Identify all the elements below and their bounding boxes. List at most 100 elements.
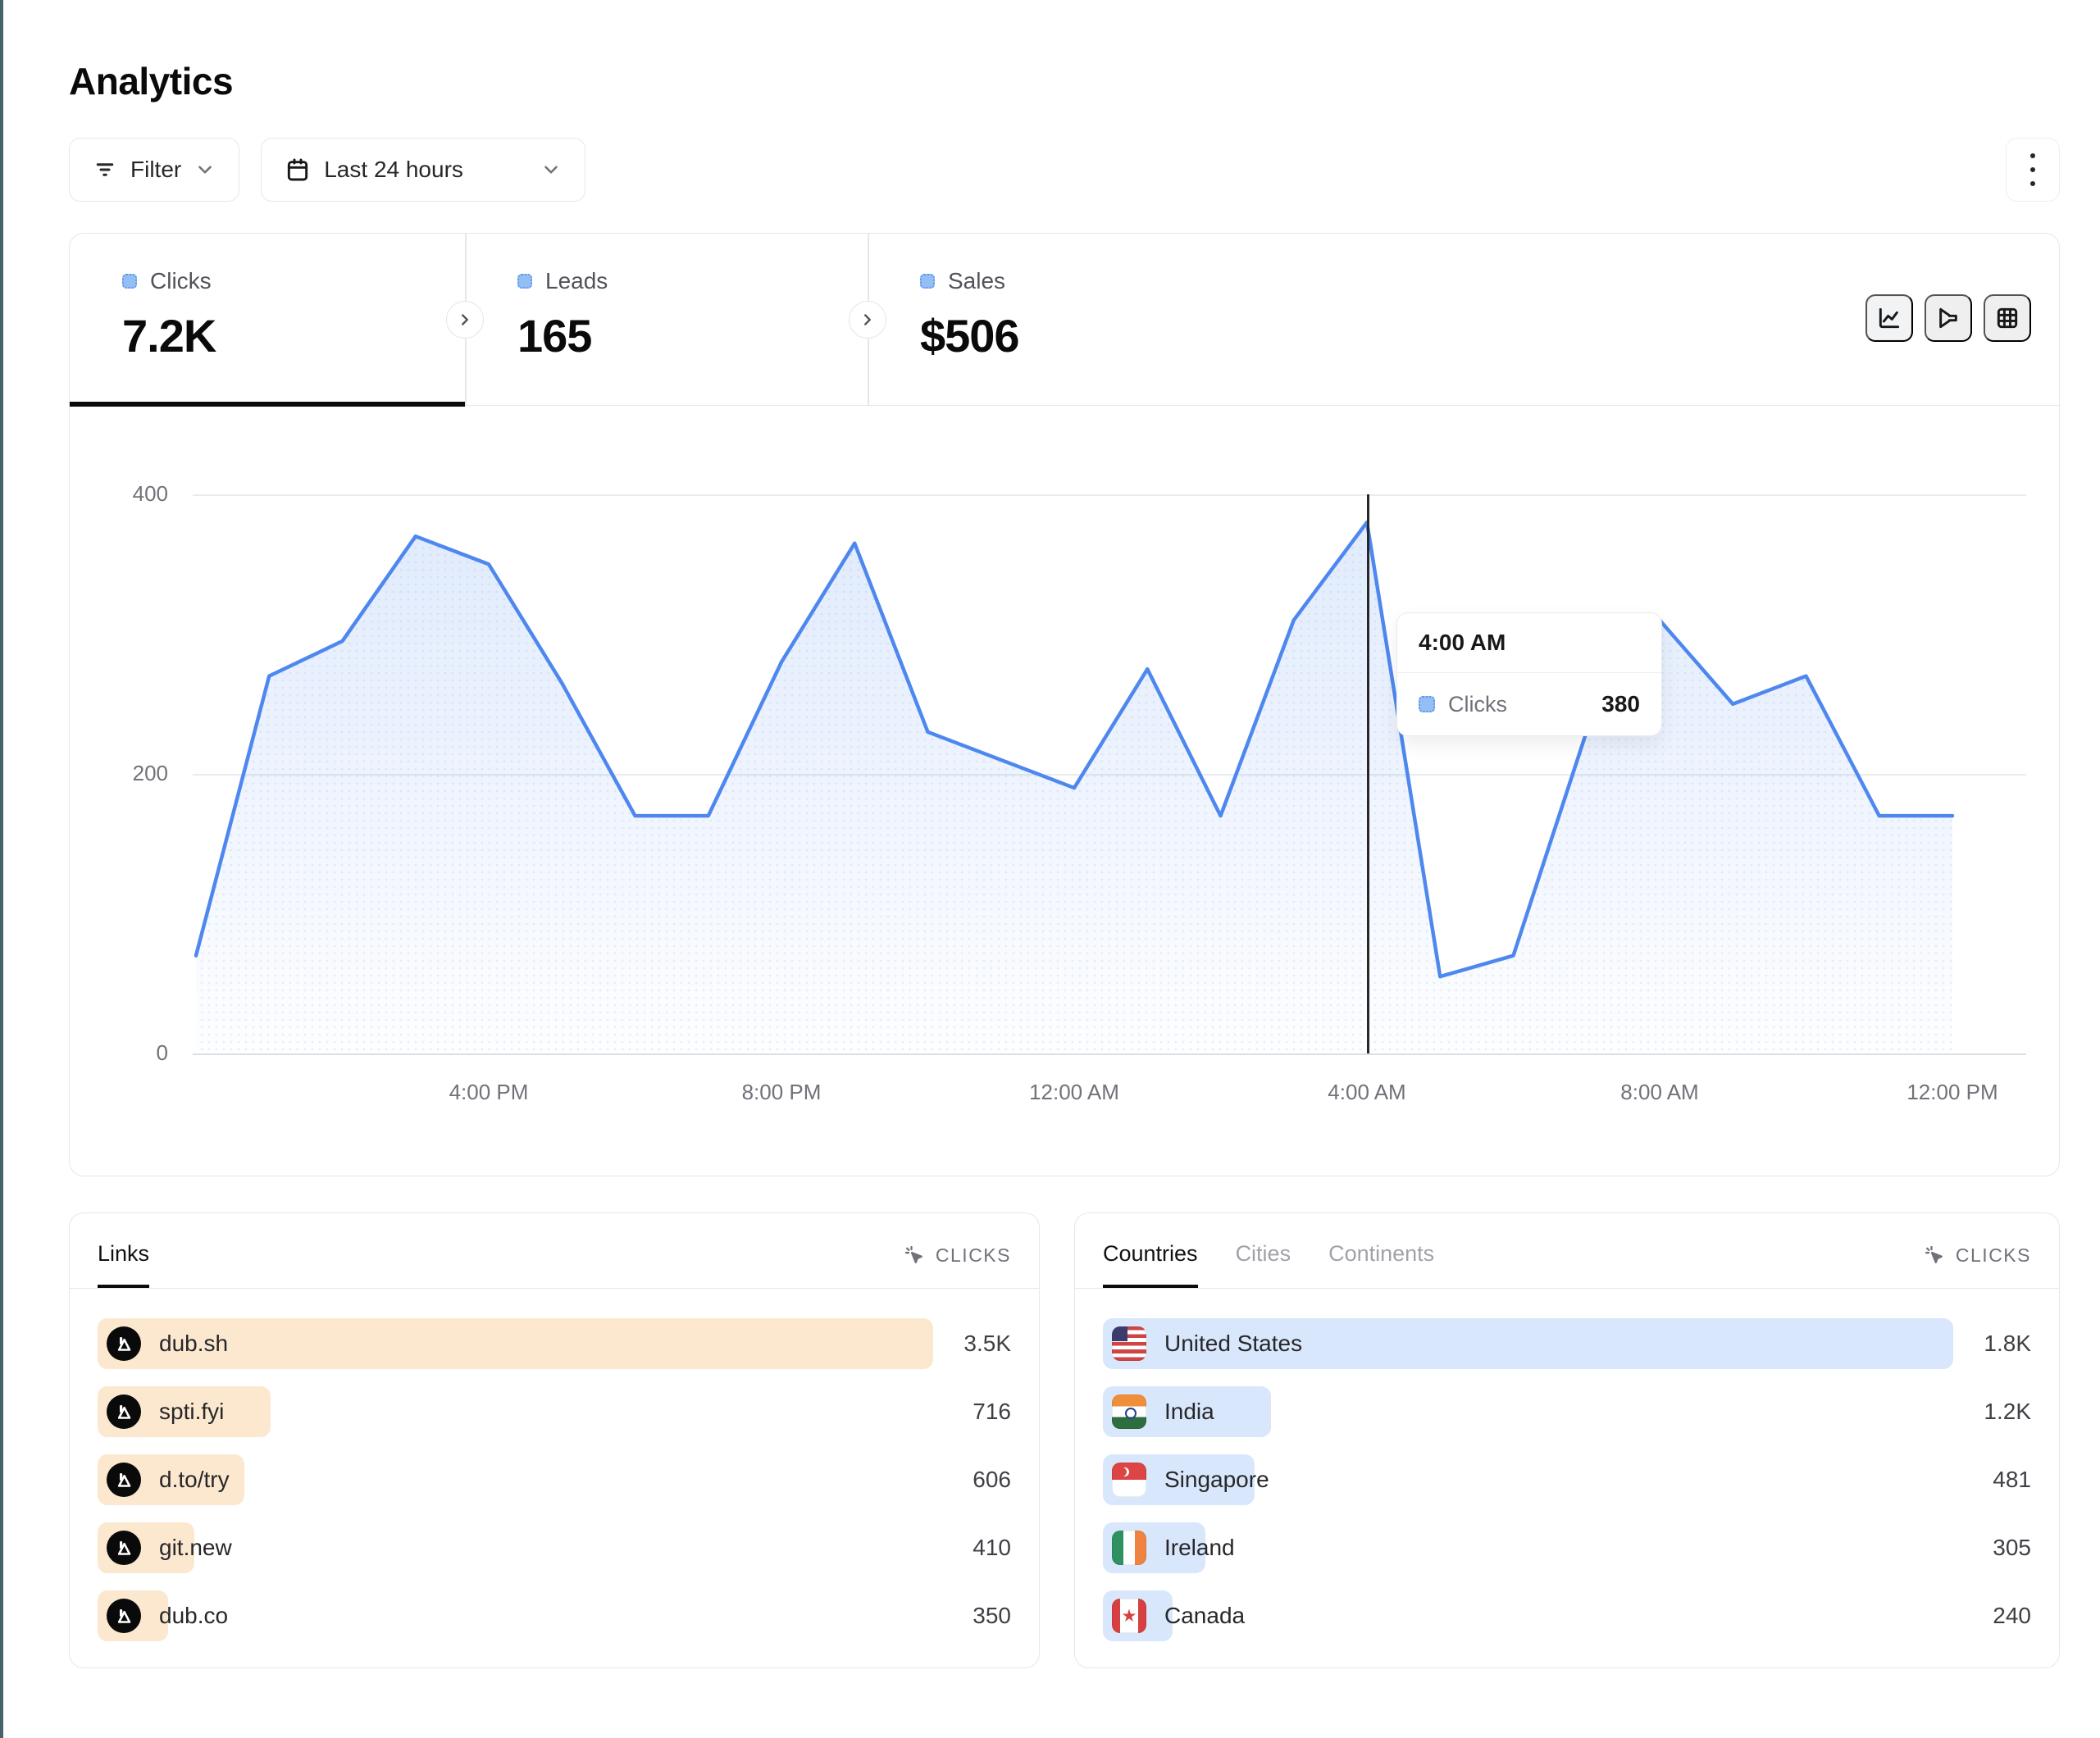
x-axis-label: 8:00 PM (741, 1080, 822, 1104)
x-axis-label: 4:00 AM (1328, 1080, 1406, 1104)
funnel-chart-icon[interactable] (1925, 294, 1972, 342)
list-item-label: Canada (1164, 1603, 1246, 1628)
us-flag-icon (1112, 1326, 1146, 1361)
list-item-value: 1.2K (1984, 1399, 2031, 1424)
kebab-menu-icon (2030, 153, 2035, 158)
filter-button[interactable]: Filter (69, 138, 240, 202)
tab-links[interactable]: Links (98, 1241, 150, 1288)
analytics-card: Clicks 7.2K Leads 165 Sales $506 (69, 233, 2060, 1176)
stats-tabs-row: Clicks 7.2K Leads 165 Sales $506 (70, 234, 2059, 407)
sales-tab-value: $506 (920, 310, 1020, 362)
list-item-label: spti.fyi (159, 1399, 225, 1424)
list-item-label: git.new (159, 1535, 232, 1560)
country-row-Ireland[interactable]: Ireland 305 (1103, 1522, 2031, 1573)
list-item-label: United States (1164, 1331, 1303, 1356)
sales-tab-label: Sales (948, 268, 1006, 293)
tooltip-value: 380 (1601, 691, 1640, 717)
country-row-Singapore[interactable]: Singapore 481 (1103, 1454, 2031, 1505)
x-axis-label: 4:00 PM (449, 1080, 529, 1104)
gridline-y-400 (193, 494, 2026, 496)
country-row-Canada[interactable]: Canada 240 (1103, 1590, 2031, 1641)
page-title: Analytics (69, 60, 234, 102)
area-chart-svg (194, 520, 1955, 1053)
more-options-button[interactable] (2006, 138, 2060, 202)
leads-tab-label: Leads (545, 268, 608, 293)
tooltip-legend-swatch (1419, 696, 1435, 712)
chart-crosshair (1367, 494, 1369, 1053)
tooltip-series-label: Clicks (1448, 691, 1507, 717)
list-item-label: India (1164, 1399, 1214, 1424)
in-flag-icon (1112, 1394, 1146, 1429)
links-metric-selector[interactable]: CLICKS (903, 1244, 1011, 1288)
dub-logo-icon (107, 1326, 141, 1361)
link-row-d.to/try[interactable]: d.to/try 606 (98, 1454, 1011, 1505)
tab-cities[interactable]: Cities (1235, 1241, 1291, 1266)
list-item-value: 240 (1993, 1603, 2031, 1628)
link-row-dub.co[interactable]: dub.co 350 (98, 1590, 1011, 1641)
list-item-value: 481 (1993, 1467, 2031, 1492)
expand-sales-button[interactable] (849, 301, 886, 339)
link-row-dub.sh[interactable]: dub.sh 3.5K (98, 1318, 1011, 1369)
dub-logo-icon (107, 1599, 141, 1633)
gridline-y-0 (193, 1053, 2026, 1055)
list-item-value: 305 (1993, 1535, 2031, 1560)
chevron-right-icon (864, 314, 871, 325)
list-item-value: 410 (973, 1535, 1011, 1560)
country-row-India[interactable]: India 1.2K (1103, 1386, 2031, 1437)
list-item-value: 606 (973, 1467, 1011, 1492)
leads-legend-swatch (517, 274, 532, 289)
x-axis-label: 8:00 AM (1620, 1080, 1699, 1104)
cursor-click-icon (903, 1244, 926, 1267)
link-row-spti.fyi[interactable]: spti.fyi 716 (98, 1386, 1011, 1437)
date-range-label: Last 24 hours (324, 157, 463, 182)
link-row-git.new[interactable]: git.new 410 (98, 1522, 1011, 1573)
clicks-tab-label: Clicks (150, 268, 212, 293)
y-axis-label: 400 (132, 481, 168, 506)
window-edge-accent (0, 0, 3, 1738)
countries-metric-selector[interactable]: CLICKS (1923, 1244, 2031, 1288)
date-range-button[interactable]: Last 24 hours (261, 138, 586, 202)
table-grid-icon[interactable] (1984, 294, 2031, 342)
countries-metric-label: CLICKS (1955, 1244, 2031, 1266)
expand-leads-button[interactable] (446, 301, 484, 339)
tooltip-time: 4:00 AM (1397, 613, 1661, 673)
dub-logo-icon (107, 1394, 141, 1429)
list-item-label: dub.co (159, 1603, 229, 1628)
chart-view-switch (1865, 294, 2031, 342)
links-metric-label: CLICKS (935, 1244, 1011, 1266)
clicks-tab-value: 7.2K (122, 310, 216, 362)
chart-tooltip: 4:00 AM Clicks 380 (1396, 612, 1662, 736)
line-chart-icon[interactable] (1865, 294, 1913, 342)
x-axis-label: 12:00 AM (1029, 1080, 1119, 1104)
calendar-icon (285, 157, 311, 183)
country-row-United States[interactable]: United States 1.8K (1103, 1318, 2031, 1369)
chevron-right-icon (462, 314, 468, 325)
dub-logo-icon (107, 1463, 141, 1497)
tab-continents[interactable]: Continents (1328, 1241, 1435, 1266)
tab-sales[interactable]: Sales $506 (868, 234, 1278, 406)
dub-logo-icon (107, 1531, 141, 1565)
list-item-value: 1.8K (1984, 1331, 2031, 1356)
list-item-label: d.to/try (159, 1467, 230, 1492)
tab-clicks[interactable]: Clicks 7.2K (70, 234, 465, 406)
clicks-legend-swatch (122, 274, 137, 289)
ie-flag-icon (1112, 1531, 1146, 1565)
x-axis-label: 12:00 PM (1906, 1080, 1998, 1104)
clicks-area-chart[interactable]: 4:00 AM Clicks 380 0 200 400 4:00 PM 8:00 PM… (70, 406, 2059, 1175)
bar-fill (98, 1318, 933, 1369)
list-item-value: 716 (973, 1399, 1011, 1424)
y-axis-label: 200 (132, 761, 168, 785)
tab-leads[interactable]: Leads 165 (465, 234, 868, 406)
list-item-label: dub.sh (159, 1331, 229, 1356)
active-tab-underline (70, 402, 465, 407)
links-card: Links CLICKS dub.sh 3.5K spti.fyi 716 d.to/t… (69, 1213, 1040, 1668)
chevron-down-icon (194, 159, 216, 180)
list-item-label: Singapore (1164, 1467, 1269, 1492)
sg-flag-icon (1112, 1463, 1146, 1497)
toolbar: Filter Last 24 hours (69, 138, 2060, 202)
tab-countries[interactable]: Countries (1103, 1241, 1198, 1288)
list-item-label: Ireland (1164, 1535, 1235, 1560)
analytics-page: Analytics Filter Last 24 hours (69, 0, 2060, 1668)
list-item-value: 3.5K (963, 1331, 1011, 1356)
chevron-down-icon (540, 159, 562, 180)
